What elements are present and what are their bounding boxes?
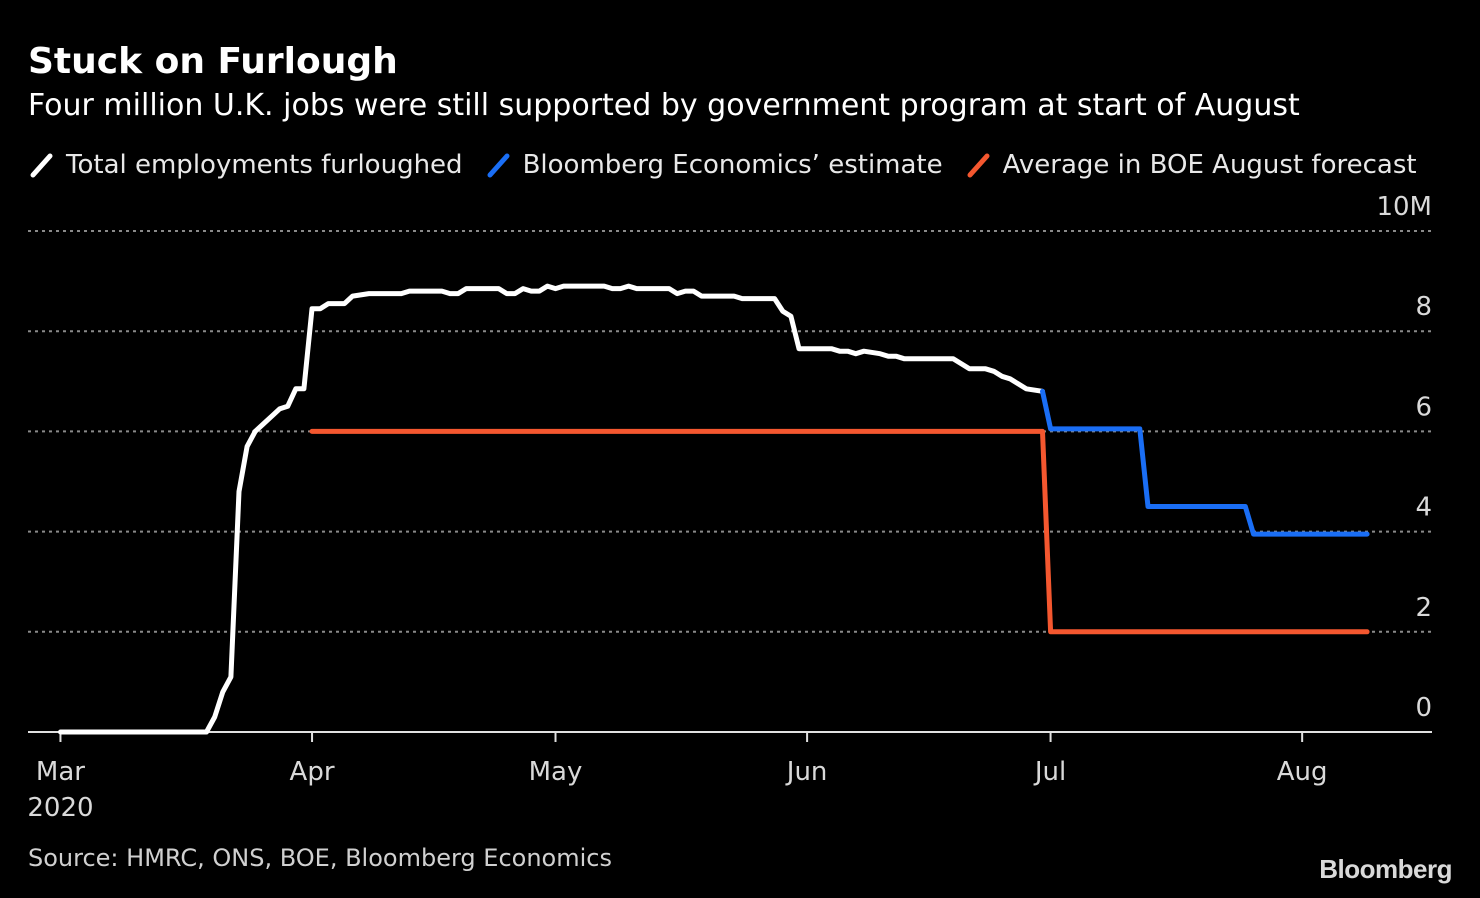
series-line-2 [309,428,1370,635]
series-line-1 [1040,388,1370,537]
x-tick-label: Aug [1277,757,1328,787]
x-tick-label: Jun [785,757,828,787]
legend-item-boe-forecast: Average in BOE August forecast [965,150,1417,180]
x-tick-sublabel: 2020 [27,793,93,823]
x-tick-label: Jul [1033,757,1066,787]
legend-label: Total employments furloughed [66,150,463,180]
source-note: Source: HMRC, ONS, BOE, Bloomberg Econom… [28,844,612,872]
x-tick-label: Mar [36,757,85,787]
x-tick-label: May [529,757,583,787]
legend-swatch-blue [487,153,510,178]
legend-swatch-orange [967,153,990,178]
y-tick-label: 10M [1376,192,1432,222]
legend-label: Average in BOE August forecast [1002,150,1417,180]
legend-item-total-furloughed: Total employments furloughed [28,150,463,180]
bloomberg-logo: Bloomberg [1319,854,1452,884]
legend-item-bloomberg-estimate: Bloomberg Economics’ estimate [485,150,943,180]
y-tick-label: 8 [1415,292,1432,322]
chart-legend: Total employments furloughed Bloomberg E… [28,150,1439,180]
x-tick-label: Apr [290,757,335,787]
chart-subtitle: Four million U.K. jobs were still suppor… [28,88,1300,123]
legend-swatch-white [30,153,53,178]
legend-label: Bloomberg Economics’ estimate [522,150,943,180]
y-tick-label: 6 [1415,392,1432,422]
y-tick-label: 4 [1415,493,1432,523]
series-line-0 [58,283,1045,735]
y-tick-label: 0 [1415,693,1432,723]
chart-title: Stuck on Furlough [28,41,398,82]
y-tick-label: 2 [1415,593,1432,623]
